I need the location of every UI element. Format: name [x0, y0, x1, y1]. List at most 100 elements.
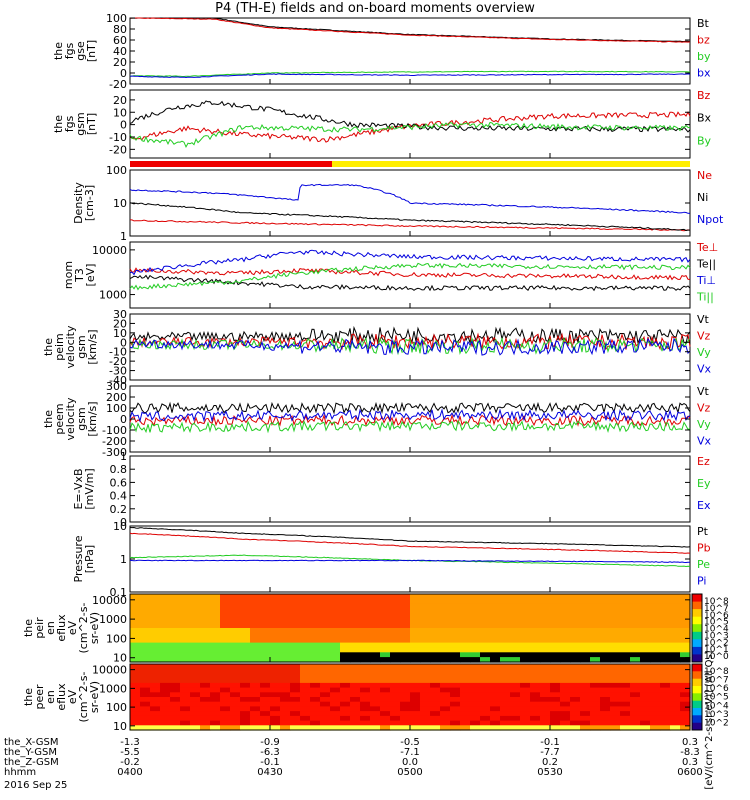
spectrogram-cell [220, 598, 231, 605]
spectrogram-cell [430, 701, 441, 707]
spectrogram-cell [170, 725, 181, 731]
spectrogram-cell [280, 613, 291, 619]
spectrogram-cell [140, 647, 151, 653]
colorbar-segment [692, 700, 702, 709]
y-axis-label: eflux [55, 614, 68, 642]
figure-title: P4 (TH-E) fields and on-board moments ov… [215, 1, 535, 16]
spectrogram-cell [650, 664, 661, 670]
spectrogram-cell [350, 678, 361, 684]
spectrogram-cell [280, 697, 291, 703]
spectrogram-cell [580, 652, 591, 658]
spectrogram-cell [400, 608, 411, 615]
spectrogram-cell [670, 618, 681, 624]
spectrogram-cell [160, 664, 171, 670]
spectrogram-cell [160, 682, 171, 689]
spectrogram-cell [400, 598, 411, 605]
spectrogram-cell [140, 594, 151, 600]
series-line-Pi [129, 559, 690, 564]
spectrogram-cell [180, 715, 191, 722]
spectrogram-cell [250, 673, 261, 679]
spectrogram-cell [520, 664, 531, 670]
spectrogram-cell [500, 594, 511, 600]
colorbar-segment [692, 664, 702, 672]
spectrogram-cell [670, 673, 681, 679]
spectrogram-cell [460, 687, 471, 693]
spectrogram-cell [510, 598, 521, 605]
spectrogram-cell [610, 725, 621, 731]
spectrogram-cell [290, 687, 301, 693]
spectrogram-cell [320, 637, 331, 644]
spectrogram-cell [650, 618, 661, 624]
spectrogram-cell [660, 652, 671, 658]
spectrogram-cell [340, 678, 351, 684]
spectrogram-cell [210, 594, 221, 600]
spectrogram-cell [180, 706, 191, 712]
spectrogram-cell [180, 720, 191, 726]
spectrogram-cell [320, 647, 331, 653]
spectrogram-cell [540, 628, 551, 634]
spectrogram-cell [590, 598, 601, 605]
colorbar-segment [692, 616, 702, 625]
spectrogram-cell [200, 618, 211, 624]
spectrogram-cell [190, 623, 201, 629]
spectrogram-cell [320, 687, 331, 693]
spectrogram-cell [610, 687, 621, 693]
spectrogram-cell [310, 668, 321, 674]
spectrogram-cell [490, 725, 501, 731]
spectrogram-cell [580, 682, 591, 689]
spectrogram-cell [230, 632, 241, 639]
spectrogram-cell [410, 603, 421, 610]
spectrogram-cell [650, 711, 661, 717]
spectrogram-cell [300, 692, 311, 698]
spectrogram-cell [260, 725, 271, 731]
spectrogram-cell [540, 715, 551, 722]
spectrogram-cell [490, 637, 501, 644]
spectrogram-cell [170, 613, 181, 619]
spectrogram-cell [630, 628, 641, 634]
spectrogram-cell [170, 711, 181, 717]
spectrogram-cell [300, 664, 311, 670]
spectrogram-cell [340, 725, 351, 731]
spectrogram-cell [310, 706, 321, 712]
spectrogram-cell [460, 668, 471, 674]
spectrogram-cell [210, 701, 221, 707]
y-tick-label: 1 [120, 450, 127, 463]
spectrogram-cell [190, 613, 201, 619]
spectrogram-cell [300, 594, 311, 600]
spectrogram-cell [230, 613, 241, 619]
spectrogram-cell [420, 687, 431, 693]
spectrogram-cell [430, 628, 441, 634]
spectrogram-cell [490, 706, 501, 712]
spectrogram-cell [500, 697, 511, 703]
spectrogram-cell [220, 668, 231, 674]
panel-peir_spectrogram: 10^810^710^610^510^410^310^210^110^01010… [22, 593, 729, 665]
spectrogram-cell [500, 711, 511, 717]
spectrogram-cell [610, 632, 621, 639]
x-axis-row-value: 0.0 [402, 757, 418, 768]
spectrogram-cell [680, 608, 691, 615]
spectrogram-cell [640, 657, 651, 663]
legend-entry: Ez [697, 455, 710, 468]
spectrogram-cell [560, 647, 571, 653]
spectrogram-cell [680, 652, 691, 658]
spectrogram-cell [380, 668, 391, 674]
spectrogram-cell [270, 598, 281, 605]
spectrogram-cell [170, 657, 181, 663]
spectrogram-cell [470, 603, 481, 610]
spectrogram-cell [180, 652, 191, 658]
spectrogram-cell [500, 720, 511, 726]
spectrogram-cell [460, 637, 471, 644]
spectrogram-cell [530, 668, 541, 674]
spectrogram-cell [440, 706, 451, 712]
spectrogram-cell [320, 642, 331, 649]
y-tick-label: 100 [106, 12, 127, 25]
spectrogram-cell [270, 678, 281, 684]
spectrogram-cell [670, 701, 681, 707]
spectrogram-cell [130, 697, 141, 703]
spectrogram-cell [310, 682, 321, 689]
spectrogram-cell [550, 657, 561, 663]
spectrogram-cell [430, 668, 441, 674]
spectrogram-cell [420, 668, 431, 674]
spectrogram-cell [670, 632, 681, 639]
spectrogram-cell [630, 697, 641, 703]
